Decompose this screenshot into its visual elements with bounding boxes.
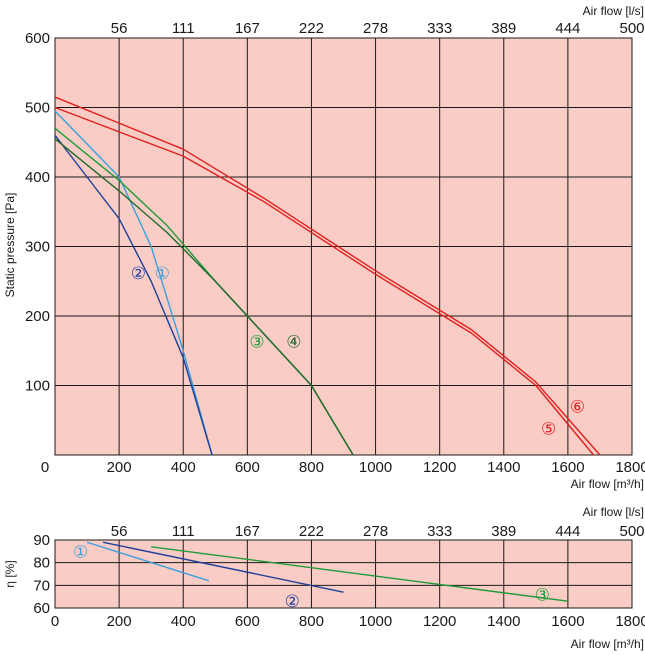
chart1-x2-tick-label: 222 xyxy=(299,20,324,37)
chart2-x-tick-label: 1600 xyxy=(551,613,584,630)
chart1-series-line-1 xyxy=(54,110,213,456)
chart2-series-label-1: ① xyxy=(73,542,88,562)
chart2-x-tick-label: 1000 xyxy=(359,613,392,630)
chart2-x2-tick-label: 333 xyxy=(427,523,452,540)
chart2-y-tick-label: 70 xyxy=(33,577,50,594)
chart2-x-tick-label: 1200 xyxy=(423,613,456,630)
chart2-x-tick-label: 400 xyxy=(171,613,196,630)
chart2-x2-tick-label: 500 xyxy=(619,523,644,540)
chart1-series-label-6: ⑤ xyxy=(541,420,556,440)
chart1-y-tick-label: 100 xyxy=(25,378,50,395)
chart2-x-tick-label: 600 xyxy=(235,613,260,630)
chart1-x2-tick-label: 333 xyxy=(427,20,452,37)
chart2-y-tick-label: 60 xyxy=(33,600,50,617)
chart1-series-label-4: ④ xyxy=(286,333,301,353)
chart1-y-axis-title: Static pressure [Pa] xyxy=(3,193,17,298)
chart1-x2-tick-label: 278 xyxy=(363,20,388,37)
chart2-x2-tick-label: 167 xyxy=(235,523,260,540)
chart2-series-label-2: ② xyxy=(285,592,300,612)
chart1-series-line-6 xyxy=(54,96,601,456)
chart2-x2-axis-title: Air flow [l/s] xyxy=(583,505,644,519)
chart1-x-tick-label: 800 xyxy=(299,459,324,476)
chart1-series-label-5: ⑥ xyxy=(570,397,585,417)
chart1-x2-tick-label: 111 xyxy=(172,20,195,37)
chart2-x2-tick-label: 56 xyxy=(111,523,128,540)
chart1-x-tick-label: 1600 xyxy=(551,459,584,476)
chart1-series-line-2 xyxy=(54,134,213,456)
chart1-x2-tick-label: 444 xyxy=(555,20,580,37)
chart2-x-tick-label: 200 xyxy=(107,613,132,630)
chart2-x-tick-label: 1400 xyxy=(487,613,520,630)
chart2-y-tick-label: 90 xyxy=(33,532,50,549)
chart1-y-tick-label: 200 xyxy=(25,308,50,325)
chart1-x-tick-label: 400 xyxy=(171,459,196,476)
chart1-x-tick-label: 1000 xyxy=(359,459,392,476)
chart2-y-tick-label: 80 xyxy=(33,555,50,572)
chart1-x2-tick-label: 167 xyxy=(235,20,260,37)
chart2-x2-tick-label: 111 xyxy=(172,523,195,540)
chart2-series-line-3 xyxy=(151,546,568,602)
chart1-series-label-1: ② xyxy=(131,264,146,284)
chart1-x-axis-title: Air flow [m³/h] xyxy=(571,477,644,491)
chart1-x-tick-label: 1400 xyxy=(487,459,520,476)
chart1-x-tick-label: 200 xyxy=(107,459,132,476)
chart1-x2-tick-label: 500 xyxy=(619,20,644,37)
chart1-series-line-5 xyxy=(54,106,595,456)
chart2-x2-tick-label: 278 xyxy=(363,523,388,540)
chart1-x2-axis-title: Air flow [l/s] xyxy=(583,4,644,18)
chart2-x2-tick-label: 222 xyxy=(299,523,324,540)
chart1-x-tick-label: 1200 xyxy=(423,459,456,476)
chart1-y-tick-label: 400 xyxy=(25,169,50,186)
chart1-x2-tick-label: 56 xyxy=(111,20,128,37)
chart2-x-axis-title: Air flow [m³/h] xyxy=(571,637,644,651)
chart1-y-tick-label: 500 xyxy=(25,100,50,117)
chart1-y-tick-label: 600 xyxy=(25,30,50,47)
chart2-y-axis-title: η [%] xyxy=(3,560,17,587)
chart1-series-label-3: ③ xyxy=(249,333,264,353)
chart2-x2-tick-label: 389 xyxy=(491,523,516,540)
chart2-series-line-2 xyxy=(102,541,344,593)
chart1-x-tick-label-zero: 0 xyxy=(41,459,49,476)
chart2-series-label-3: ③ xyxy=(535,585,550,605)
chart1-y-tick-label: 300 xyxy=(25,239,50,256)
chart2-x2-tick-label: 444 xyxy=(555,523,580,540)
chart1-series-label-2: ① xyxy=(155,264,170,284)
chart2-x-tick-label: 1800 xyxy=(615,613,645,630)
chart1-x-tick-label: 1800 xyxy=(615,459,645,476)
chart2-x-tick-label: 0 xyxy=(51,613,59,630)
chart2-x-tick-label: 800 xyxy=(299,613,324,630)
chart1-x-tick-label: 600 xyxy=(235,459,260,476)
chart2-series-line-1 xyxy=(86,541,210,582)
chart1-series-line-4 xyxy=(54,138,354,456)
chart1-x2-tick-label: 389 xyxy=(491,20,516,37)
